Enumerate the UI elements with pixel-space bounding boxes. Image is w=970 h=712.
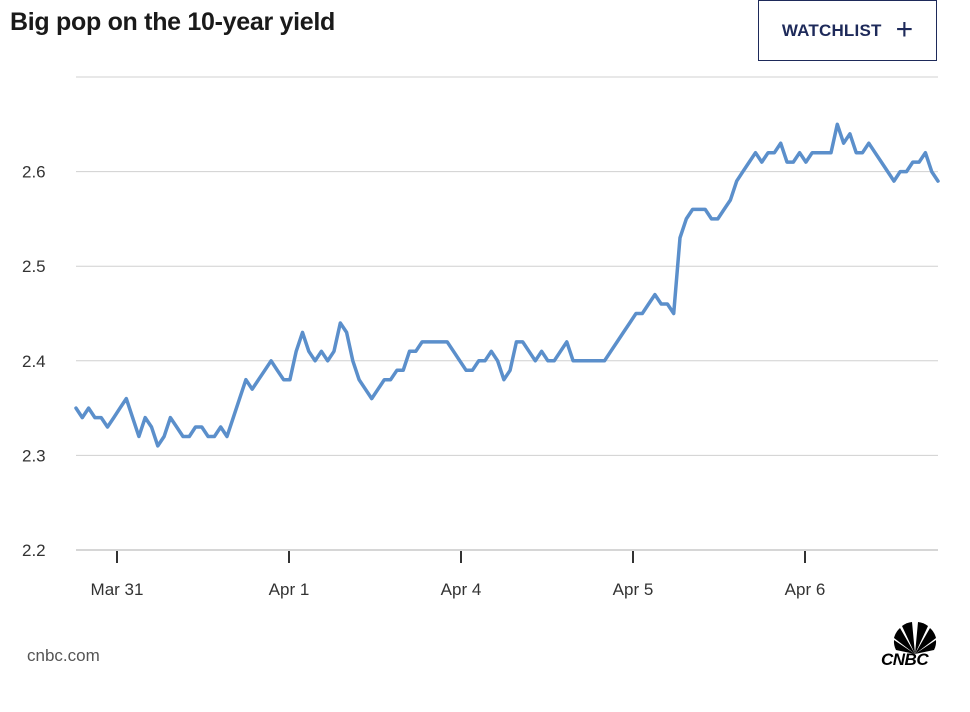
y-tick-label: 2.3 <box>22 446 46 465</box>
peacock-icon <box>893 622 937 654</box>
plus-icon: + <box>895 12 914 46</box>
y-tick-label: 2.2 <box>22 541 46 560</box>
watchlist-button[interactable]: WATCHLIST + <box>758 0 937 61</box>
x-tick-label: Apr 6 <box>785 580 826 599</box>
x-tick-label: Apr 5 <box>613 580 654 599</box>
x-tick-label: Apr 1 <box>269 580 310 599</box>
y-tick-label: 2.4 <box>22 352 46 371</box>
y-tick-label: 2.5 <box>22 257 46 276</box>
x-tick-label: Mar 31 <box>91 580 144 599</box>
source-label: cnbc.com <box>27 646 100 665</box>
yield-series-line <box>74 122 940 448</box>
watchlist-label: WATCHLIST <box>781 20 882 40</box>
x-tick-label: Apr 4 <box>441 580 482 599</box>
y-tick-label: 2.6 <box>22 163 46 182</box>
cnbc-logo-text: CNBC <box>881 650 929 669</box>
chart-title: Big pop on the 10-year yield <box>10 8 335 36</box>
